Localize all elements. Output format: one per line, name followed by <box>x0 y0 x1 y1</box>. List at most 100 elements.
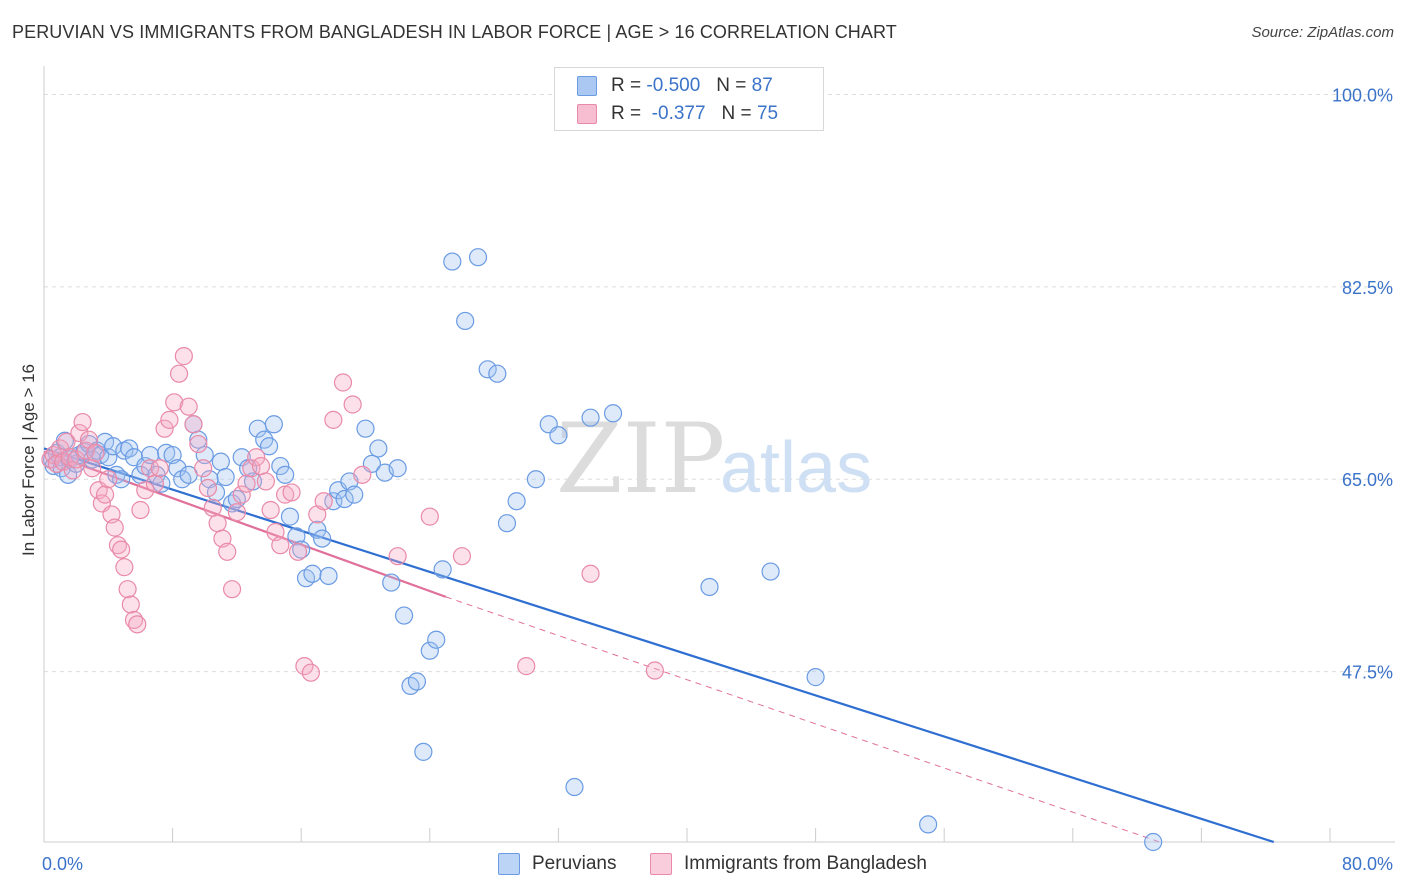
legend-r-label: R = <box>611 75 642 96</box>
correlation-legend: R = -0.500 N = 87 R = -0.377 N = 75 <box>554 67 824 131</box>
peruvians-point <box>433 560 452 579</box>
legend-item-bangladesh[interactable]: Immigrants from Bangladesh <box>650 850 927 878</box>
chart-title: PERUVIAN VS IMMIGRANTS FROM BANGLADESH I… <box>12 22 897 42</box>
bangladesh-point <box>128 615 147 634</box>
bangladesh-point <box>581 564 600 583</box>
bangladesh-point <box>333 373 353 392</box>
bangladesh-point <box>95 485 115 504</box>
legend-n-label: N = <box>721 103 752 124</box>
bangladesh-point <box>112 540 131 559</box>
series-legend: Peruvians Immigrants from Bangladesh <box>0 850 1406 878</box>
bangladesh-point <box>353 465 372 484</box>
bangladesh-point <box>179 397 198 416</box>
bangladesh-point <box>388 547 407 566</box>
bangladesh-point <box>150 459 169 478</box>
y-tick-label: 47.5% <box>1342 663 1393 683</box>
bangladesh-point <box>83 459 102 478</box>
peruvians-point <box>549 426 568 445</box>
peruvians-point <box>382 573 401 592</box>
chart-source: Source: ZipAtlas.com <box>1251 24 1394 41</box>
y-tick-label: 100.0% <box>1332 85 1393 105</box>
bangladesh-point <box>288 542 308 561</box>
legend-n-label: N = <box>716 75 747 96</box>
bangladesh-point <box>160 410 179 429</box>
peruvians-point <box>345 485 364 504</box>
bangladesh-point <box>222 580 242 599</box>
peruvians-point <box>603 404 623 423</box>
bangladesh-point <box>203 498 222 517</box>
bangladesh-point <box>256 472 275 491</box>
legend-r-value: -0.500 <box>646 75 701 96</box>
peruvians-point <box>292 540 311 559</box>
gridlines <box>44 93 1395 673</box>
bangladesh-point <box>314 492 333 511</box>
bangladesh-point <box>517 657 536 676</box>
bangladesh-point <box>251 456 271 476</box>
peruvians-point <box>420 641 439 660</box>
bangladesh-point <box>105 518 124 537</box>
bangladesh-point <box>343 395 362 414</box>
peruvians-point <box>308 520 327 539</box>
legend-r-value: -0.377 <box>651 103 706 124</box>
bangladesh-point <box>57 432 76 451</box>
bangladesh-point <box>189 434 208 454</box>
bangladesh-point <box>99 470 118 489</box>
legend-label-bangladesh: Immigrants from Bangladesh <box>684 853 927 874</box>
bangladesh-point <box>184 415 203 434</box>
legend-swatch-bangladesh <box>577 104 597 124</box>
legend-swatch-peruvians <box>498 853 520 875</box>
peruvians-point <box>369 439 388 458</box>
peruvians-point <box>216 467 235 487</box>
peruvians-point <box>335 489 354 509</box>
bangladesh-point <box>194 459 213 478</box>
bangladesh-point <box>145 474 165 493</box>
bangladesh-point <box>420 507 439 526</box>
peruvians-point <box>456 311 475 331</box>
y-tick-label: 82.5% <box>1342 278 1393 298</box>
peruvians-point <box>280 507 300 526</box>
axis-labels: 47.5% 65.0% 82.5% 100.0% 0.0% 80.0% In Labor F… <box>19 85 1393 874</box>
bangladesh-point <box>227 503 246 522</box>
peruvians-point <box>319 566 338 586</box>
bangladesh-point <box>115 558 134 577</box>
peruvians-point <box>414 742 433 761</box>
peruvians-point <box>468 248 488 267</box>
peruvians-point <box>394 606 414 625</box>
bangladesh-point <box>165 393 184 412</box>
peruvians-point <box>259 437 279 456</box>
peruvians-point <box>700 577 719 597</box>
bangladesh-point <box>121 595 140 614</box>
bangladesh-point <box>198 478 218 498</box>
bangladesh-point <box>118 580 137 599</box>
peruvians-point <box>168 459 187 478</box>
legend-item-peruvians[interactable]: Peruvians <box>498 850 617 878</box>
bangladesh-point <box>218 542 237 561</box>
peruvians-point <box>581 408 600 427</box>
peruvians-point <box>324 492 343 511</box>
peruvians-point <box>303 564 322 583</box>
peruvians-point <box>761 562 780 581</box>
peruvians-point <box>1144 832 1163 852</box>
bangladesh-point <box>295 657 314 676</box>
bangladesh-point <box>237 474 256 493</box>
bangladesh-point <box>169 364 189 383</box>
bangladesh-point <box>261 500 280 520</box>
bangladesh-point <box>174 347 193 366</box>
peruvians-trend-line <box>43 447 1275 844</box>
bangladesh-point <box>63 461 83 480</box>
watermark-zip: ZIP <box>556 403 725 515</box>
x-tick-label-min: 0.0% <box>42 854 83 874</box>
peruvians-point <box>356 419 375 438</box>
peruvians-point <box>806 668 825 687</box>
bangladesh-point <box>452 547 472 566</box>
legend-n-value: 75 <box>756 103 779 124</box>
legend-n-value: 87 <box>751 75 773 96</box>
peruvians-point <box>497 514 517 533</box>
legend-row-bangladesh: R = -0.377 N = 75 <box>577 102 778 126</box>
bangladesh-trend-extension <box>445 596 1160 843</box>
y-tick-label: 65.0% <box>1342 470 1393 490</box>
peruvians-point <box>488 364 507 383</box>
peruvians-point <box>195 445 214 465</box>
